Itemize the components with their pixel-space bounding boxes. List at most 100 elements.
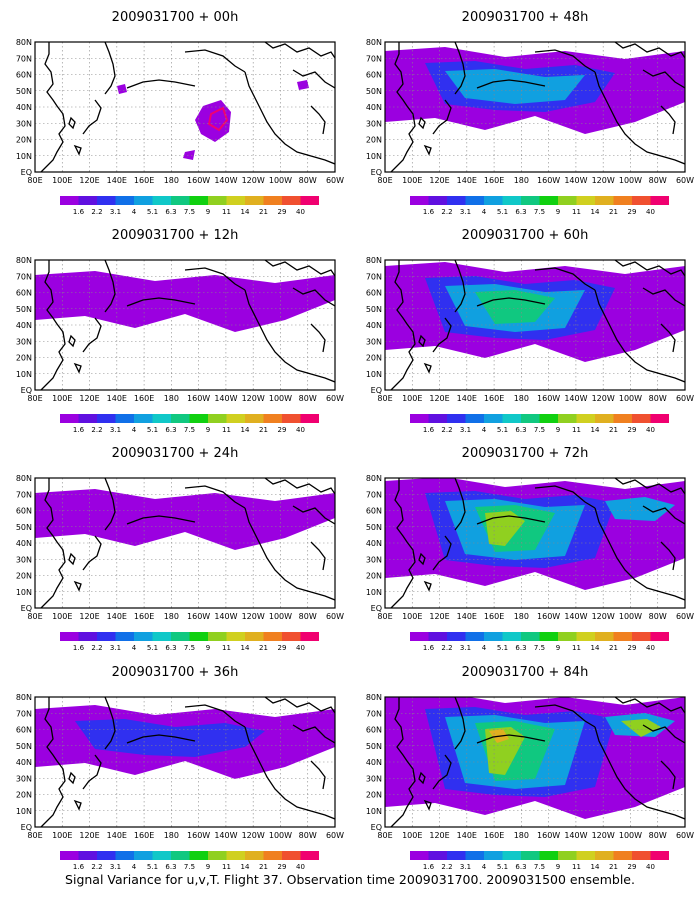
coastline <box>73 580 82 592</box>
coastline <box>184 485 246 509</box>
lon-tick-label: 140W <box>214 612 237 621</box>
colorbar-label: 5.1 <box>497 426 508 434</box>
coastline <box>390 42 416 172</box>
coastline <box>264 42 335 59</box>
lon-tick-label: 80E <box>27 612 42 621</box>
colorbar-label: 5.1 <box>147 426 158 434</box>
map-panel-48h: 2009031700 + 48h 80N 70N 60N 50N 40N 30N 20N 10N… <box>355 0 695 230</box>
lon-tick-label: 140W <box>214 831 237 840</box>
coastline <box>432 535 452 571</box>
colorbar-label: 29 <box>278 644 287 652</box>
colorbar-swatch <box>78 632 97 641</box>
coastline <box>614 478 685 495</box>
lon-tick-label: 100W <box>619 176 642 185</box>
lat-tick-label: 50N <box>366 742 382 751</box>
colorbar-swatch <box>171 851 190 860</box>
lat-tick-label: 70N <box>366 709 382 718</box>
coastline <box>126 734 196 744</box>
colorbar-label: 4 <box>132 863 137 871</box>
panel-title: 2009031700 + 36h <box>111 665 239 680</box>
lat-tick-label: 40N <box>366 758 382 767</box>
coastline <box>476 297 546 307</box>
colorbar-swatch <box>447 414 466 423</box>
lat-tick-label: 80N <box>366 693 382 702</box>
lon-tick-label: 60W <box>326 176 344 185</box>
map-panel-84h: 2009031700 + 84h 80N 70N 60N 50N 40N 30N 20N 10N… <box>355 655 695 885</box>
lon-tick-label: 140E <box>107 176 127 185</box>
colorbar-label: 11 <box>572 208 581 216</box>
lat-tick-label: 80N <box>366 38 382 47</box>
panel-title: 2009031700 + 48h <box>461 10 589 25</box>
lon-tick-label: 60W <box>676 831 694 840</box>
lon-tick-label: 80E <box>377 394 392 403</box>
lon-tick-label: 60W <box>676 394 694 403</box>
lat-tick-label: 50N <box>16 523 32 532</box>
lat-tick-label: 10N <box>16 588 32 597</box>
colorbar-swatch <box>189 851 208 860</box>
coastline <box>454 260 466 313</box>
lat-tick-label: 20N <box>366 136 382 145</box>
coastline <box>423 362 432 374</box>
lat-tick-label: 10N <box>16 152 32 161</box>
colorbar-label: 40 <box>646 644 655 652</box>
coastline <box>244 289 335 383</box>
colorbar-swatch <box>171 414 190 423</box>
colorbar-swatch <box>282 414 301 423</box>
colorbar-swatch <box>502 414 521 423</box>
lon-tick-label: 80W <box>299 394 317 403</box>
colorbar-label: 21 <box>609 426 618 434</box>
coastline <box>184 704 246 728</box>
coastline <box>292 69 335 89</box>
colorbar-label: 21 <box>259 208 268 216</box>
coastline <box>264 260 335 277</box>
colorbar-swatch <box>465 196 484 205</box>
lon-tick-label: 120W <box>242 176 265 185</box>
lat-tick-label: 80N <box>16 38 32 47</box>
lon-tick-label: 160E <box>134 612 154 621</box>
colorbar-swatch <box>78 851 97 860</box>
lon-tick-label: 120E <box>79 394 99 403</box>
panel-title: 2009031700 + 24h <box>111 446 239 461</box>
colorbar-swatch <box>78 414 97 423</box>
colorbar-label: 3.1 <box>460 208 471 216</box>
colorbar-swatch <box>576 196 595 205</box>
lat-tick-label: 50N <box>16 742 32 751</box>
colorbar-label: 2.2 <box>441 426 452 434</box>
lat-tick-label: 70N <box>366 490 382 499</box>
colorbar-swatch <box>428 851 447 860</box>
colorbar-label: 40 <box>296 426 305 434</box>
lon-tick-label: 80E <box>27 394 42 403</box>
lat-tick-label: EQ <box>371 386 382 395</box>
colorbar-label: 3.1 <box>110 426 121 434</box>
colorbar-label: 14 <box>241 863 250 871</box>
colorbar-label: 21 <box>609 208 618 216</box>
lon-tick-label: 160W <box>537 612 560 621</box>
coastline <box>534 49 596 73</box>
colorbar-swatch <box>152 196 171 205</box>
colorbar-label: 29 <box>628 426 637 434</box>
coastline <box>82 99 102 135</box>
lon-tick-label: 180 <box>164 176 179 185</box>
lon-tick-label: 140W <box>564 612 587 621</box>
lat-tick-label: 50N <box>366 305 382 314</box>
coastline <box>534 704 596 728</box>
colorbar-swatch <box>300 851 319 860</box>
lat-tick-label: 20N <box>16 572 32 581</box>
lat-tick-label: 30N <box>16 337 32 346</box>
colorbar-label: 21 <box>609 863 618 871</box>
lon-tick-label: 160W <box>537 394 560 403</box>
lon-tick-label: 80E <box>377 612 392 621</box>
lat-tick-label: 40N <box>366 103 382 112</box>
lat-tick-label: 40N <box>16 103 32 112</box>
coastline <box>68 334 76 348</box>
colorbar-swatch <box>650 632 669 641</box>
map-panel-24h: 2009031700 + 24h 80N 70N 60N 50N 40N 30N 20N 10N… <box>5 436 345 666</box>
coastline <box>476 734 546 744</box>
lon-tick-label: 100W <box>619 831 642 840</box>
colorbar-swatch <box>558 851 577 860</box>
lat-tick-label: 50N <box>366 523 382 532</box>
lon-tick-label: 160W <box>187 394 210 403</box>
lat-tick-label: 70N <box>366 272 382 281</box>
lon-tick-label: 80E <box>27 176 42 185</box>
